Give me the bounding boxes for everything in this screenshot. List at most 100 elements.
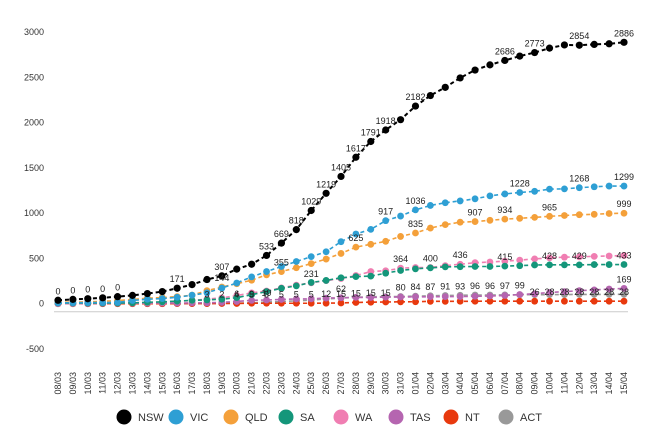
data-point-sa[interactable] <box>516 262 524 270</box>
data-point-qld[interactable] <box>590 210 598 218</box>
data-point-vic[interactable] <box>233 279 241 287</box>
data-point-sa[interactable] <box>278 284 285 292</box>
data-point-nsw[interactable] <box>113 293 122 301</box>
data-point-vic[interactable] <box>263 268 270 275</box>
data-point-sa[interactable] <box>501 262 509 270</box>
data-point-nsw[interactable] <box>367 137 375 146</box>
legend-item-wa[interactable]: WA <box>333 409 373 425</box>
data-point-tas[interactable] <box>412 293 419 301</box>
data-point-nsw[interactable] <box>560 41 569 49</box>
data-point-nt[interactable] <box>486 297 494 305</box>
data-point-nsw[interactable] <box>411 102 420 110</box>
data-point-nsw[interactable] <box>188 281 196 289</box>
data-point-vic[interactable] <box>456 197 464 205</box>
data-point-tas[interactable] <box>441 293 449 301</box>
data-point-tas[interactable] <box>605 285 613 293</box>
data-point-tas[interactable] <box>337 294 345 302</box>
data-point-qld[interactable] <box>292 264 300 272</box>
data-point-vic[interactable] <box>322 248 330 256</box>
data-point-tas[interactable] <box>322 294 330 302</box>
data-point-vic[interactable] <box>337 238 345 246</box>
data-point-vic[interactable] <box>561 185 568 193</box>
data-point-tas[interactable] <box>531 290 539 298</box>
data-point-nsw[interactable] <box>233 265 241 273</box>
data-point-nt[interactable] <box>382 298 390 306</box>
data-point-vic[interactable] <box>292 258 300 265</box>
data-point-sa[interactable] <box>188 296 196 304</box>
data-point-qld[interactable] <box>471 218 479 225</box>
data-point-vic[interactable] <box>575 184 583 192</box>
data-point-vic[interactable] <box>218 284 226 292</box>
data-point-nsw[interactable] <box>84 295 92 303</box>
data-point-sa[interactable] <box>575 261 583 269</box>
data-point-sa[interactable] <box>322 277 330 284</box>
data-point-sa[interactable] <box>590 261 598 268</box>
data-point-sa[interactable] <box>382 269 390 277</box>
data-point-vic[interactable] <box>114 298 121 306</box>
data-point-qld[interactable] <box>426 224 434 232</box>
data-point-qld[interactable] <box>546 212 553 220</box>
data-point-nt[interactable] <box>620 297 628 305</box>
data-point-vic[interactable] <box>397 212 404 220</box>
data-point-qld[interactable] <box>307 260 315 267</box>
data-point-sa[interactable] <box>412 265 419 273</box>
data-point-qld[interactable] <box>397 233 404 240</box>
data-point-wa[interactable] <box>575 253 583 261</box>
data-point-vic[interactable] <box>367 225 375 233</box>
data-point-tas[interactable] <box>278 296 285 303</box>
data-point-qld[interactable] <box>456 218 464 226</box>
data-point-sa[interactable] <box>620 261 628 268</box>
data-point-sa[interactable] <box>248 291 256 299</box>
data-point-vic[interactable] <box>158 295 166 302</box>
data-point-vic[interactable] <box>382 217 390 225</box>
legend[interactable]: NSW VIC QLD SA WA TAS NT ACT <box>116 409 543 425</box>
data-point-tas[interactable] <box>486 292 494 300</box>
legend-item-tas[interactable]: TAS <box>388 409 431 425</box>
data-point-vic[interactable] <box>486 192 494 200</box>
data-point-sa[interactable] <box>486 263 494 270</box>
data-point-nsw[interactable] <box>352 153 360 161</box>
data-point-sa[interactable] <box>531 261 539 269</box>
data-point-nt[interactable] <box>575 297 583 305</box>
legend-item-act[interactable]: ACT <box>498 409 543 425</box>
data-point-wa[interactable] <box>516 256 524 264</box>
data-point-vic[interactable] <box>590 183 598 191</box>
data-point-nt[interactable] <box>605 297 613 305</box>
data-point-tas[interactable] <box>248 296 256 304</box>
data-point-act[interactable] <box>620 290 628 298</box>
data-point-tas[interactable] <box>397 293 404 301</box>
data-point-nsw[interactable] <box>173 284 181 292</box>
data-point-tas[interactable] <box>590 286 598 294</box>
data-point-nsw[interactable] <box>277 239 286 247</box>
data-point-nt[interactable] <box>471 297 479 305</box>
data-point-nt[interactable] <box>352 299 360 306</box>
data-point-sa[interactable] <box>263 288 270 295</box>
data-point-nt[interactable] <box>590 297 598 305</box>
data-point-tas[interactable] <box>352 293 360 301</box>
data-point-nsw[interactable] <box>516 52 524 60</box>
data-point-nsw[interactable] <box>337 172 345 181</box>
data-point-wa[interactable] <box>590 252 598 260</box>
data-point-nsw[interactable] <box>441 83 449 91</box>
data-point-vic[interactable] <box>278 263 285 270</box>
data-point-tas[interactable] <box>546 289 553 296</box>
data-point-wa[interactable] <box>561 253 568 261</box>
data-point-sa[interactable] <box>426 264 434 272</box>
data-point-sa[interactable] <box>367 272 375 280</box>
legend-item-vic[interactable]: VIC <box>168 409 209 425</box>
data-point-nt[interactable] <box>456 297 464 305</box>
data-point-sa[interactable] <box>307 279 315 286</box>
data-point-tas[interactable] <box>471 292 479 300</box>
data-point-sa[interactable] <box>218 295 226 303</box>
data-point-wa[interactable] <box>501 257 509 265</box>
data-point-vic[interactable] <box>129 297 136 304</box>
data-point-qld[interactable] <box>367 240 375 248</box>
data-point-qld[interactable] <box>531 213 539 221</box>
data-point-qld[interactable] <box>561 212 568 219</box>
data-point-nt[interactable] <box>322 299 330 307</box>
data-point-tas[interactable] <box>575 287 583 295</box>
data-point-sa[interactable] <box>203 296 211 304</box>
data-point-vic[interactable] <box>203 289 211 297</box>
data-point-tas[interactable] <box>263 296 270 304</box>
data-point-vic[interactable] <box>501 190 509 198</box>
